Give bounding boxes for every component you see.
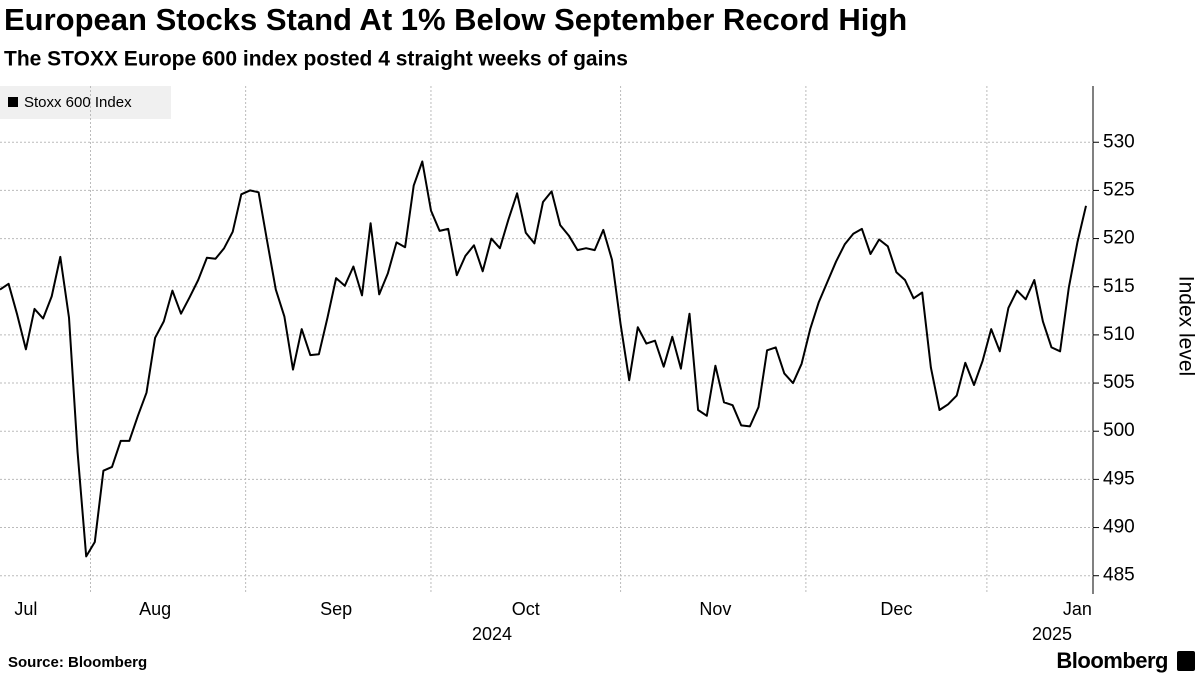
source: Source: Bloomberg <box>8 654 147 671</box>
y-tick-label: 505 <box>1103 372 1135 393</box>
y-tick-label: 500 <box>1103 420 1135 441</box>
x-tick-label: Jul <box>14 599 37 619</box>
x-tick-label: Jan <box>1063 599 1092 619</box>
y-tick-label: 490 <box>1103 517 1135 538</box>
x-tick-label: Aug <box>139 599 171 619</box>
y-tick-label: 495 <box>1103 468 1135 489</box>
subtitle: The STOXX Europe 600 index posted 4 stra… <box>4 48 628 71</box>
y-axis-title: Index level <box>1174 276 1197 376</box>
x-year-label: 2025 <box>1032 624 1072 644</box>
y-tick-label: 485 <box>1103 565 1135 586</box>
x-tick-label: Oct <box>512 599 540 619</box>
y-tick-label: 520 <box>1103 228 1135 249</box>
legend-label: Stoxx 600 Index <box>24 94 132 111</box>
line-series <box>0 160 1087 558</box>
y-tick-label: 525 <box>1103 179 1135 200</box>
brand: Bloomberg <box>1056 648 1168 673</box>
y-tick-label: 510 <box>1103 324 1135 345</box>
x-tick-label: Dec <box>880 599 912 619</box>
x-tick-label: Sep <box>320 599 352 619</box>
x-year-label: 2024 <box>472 624 512 644</box>
y-tick-label: 515 <box>1103 276 1135 297</box>
legend-swatch <box>8 97 18 107</box>
title: European Stocks Stand At 1% Below Septem… <box>4 2 907 37</box>
brand-icon <box>1177 651 1195 671</box>
x-tick-label: Nov <box>699 599 731 619</box>
y-tick-label: 530 <box>1103 131 1135 152</box>
legend-box <box>0 86 171 119</box>
